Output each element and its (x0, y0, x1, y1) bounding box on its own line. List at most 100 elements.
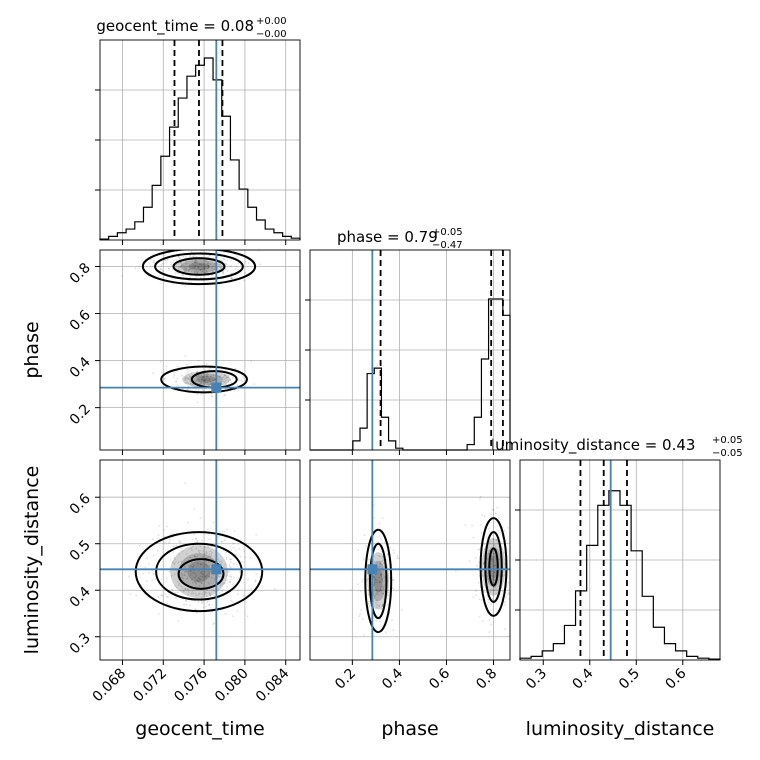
scatter-point (159, 267, 162, 270)
scatter-point (499, 593, 502, 596)
scatter-point (239, 263, 242, 266)
scatter-point (196, 393, 199, 396)
scatter-point (200, 376, 203, 378)
scatter-point (224, 374, 226, 377)
scatter-point (492, 599, 495, 602)
scatter-point (187, 369, 190, 372)
scatter-point (400, 609, 403, 611)
scatter-point (158, 525, 161, 527)
scatter-point (387, 594, 390, 596)
scatter-point (202, 377, 204, 379)
scatter-point (187, 269, 190, 272)
scatter-point (384, 631, 387, 634)
scatter-point (180, 262, 183, 265)
scatter-point (207, 267, 210, 270)
scatter-point (177, 580, 179, 583)
scatter-point (226, 571, 229, 573)
scatter-point (222, 257, 225, 260)
scatter-point (396, 555, 399, 557)
density-layer (121, 250, 515, 636)
scatter-point (480, 523, 482, 526)
scatter-point (206, 262, 209, 265)
scatter-point (378, 620, 381, 623)
density-core (196, 376, 216, 383)
scatter-point (486, 557, 488, 560)
scatter-point (221, 590, 223, 592)
scatter-point (189, 570, 192, 572)
scatter-point (380, 538, 383, 541)
scatter-point (237, 268, 239, 270)
scatter-point (494, 564, 497, 566)
scatter-point (208, 575, 210, 577)
scatter-point (493, 571, 496, 574)
scatter-point (218, 530, 221, 533)
scatter-point (388, 577, 391, 579)
scatter-point (490, 513, 492, 516)
scatter-point (492, 578, 495, 581)
scatter-point (206, 528, 209, 530)
scatter-point (492, 577, 495, 580)
scatter-point (195, 537, 198, 540)
scatter-point (183, 603, 186, 606)
scatter-point (147, 562, 150, 565)
scatter-point (476, 565, 478, 567)
scatter-point (493, 571, 496, 574)
scatter-point (192, 383, 195, 386)
scatter-point (196, 562, 199, 565)
scatter-point (201, 563, 204, 566)
scatter-point (187, 565, 190, 567)
scatter-point (206, 382, 209, 384)
scatter-point (385, 559, 388, 561)
tick-label: 0.8 (67, 260, 94, 287)
scatter-point (148, 571, 150, 574)
scatter-point (379, 588, 382, 591)
scatter-point (179, 265, 182, 268)
scatter-point (150, 258, 153, 261)
scatter-point (486, 575, 489, 578)
scatter-point (379, 573, 382, 576)
scatter-point (392, 579, 394, 582)
scatter-point (181, 587, 184, 589)
scatter-point (188, 255, 191, 258)
scatter-point (204, 378, 207, 381)
truth-marker (211, 382, 222, 393)
scatter-point (186, 571, 188, 573)
density-core (189, 373, 223, 386)
scatter-point (504, 601, 506, 603)
scatter-point (513, 565, 515, 567)
scatter-point (172, 283, 175, 285)
scatter-point (204, 575, 206, 578)
scatter-point (381, 560, 383, 563)
scatter-point (157, 595, 160, 598)
scatter-point (381, 578, 384, 581)
scatter-point (200, 582, 203, 584)
scatter-point (489, 541, 491, 543)
scatter-point (229, 561, 232, 564)
scatter-point (167, 258, 169, 261)
scatter-point (196, 271, 199, 274)
scatter-point (184, 482, 187, 485)
scatter-point (244, 272, 246, 274)
scatter-point (203, 379, 206, 382)
scatter-point (208, 582, 210, 585)
scatter-point (213, 268, 216, 270)
scatter-point (202, 382, 205, 385)
scatter-point (195, 582, 197, 584)
scatter-point (192, 581, 194, 584)
scatter-point (210, 576, 213, 579)
scatter-point (250, 588, 253, 590)
scatter-point (389, 546, 391, 549)
scatter-point (185, 270, 187, 273)
scatter-point (204, 271, 207, 274)
scatter-point (207, 256, 210, 258)
scatter-point (477, 581, 480, 584)
contour-line (154, 252, 244, 281)
scatter-point (229, 581, 231, 583)
scatter-point (212, 270, 214, 273)
scatter-point (167, 267, 170, 270)
scatter-point (177, 255, 180, 258)
scatter-point (511, 556, 513, 558)
scatter-point (152, 554, 155, 557)
scatter-point (488, 631, 491, 633)
scatter-point (201, 268, 204, 271)
